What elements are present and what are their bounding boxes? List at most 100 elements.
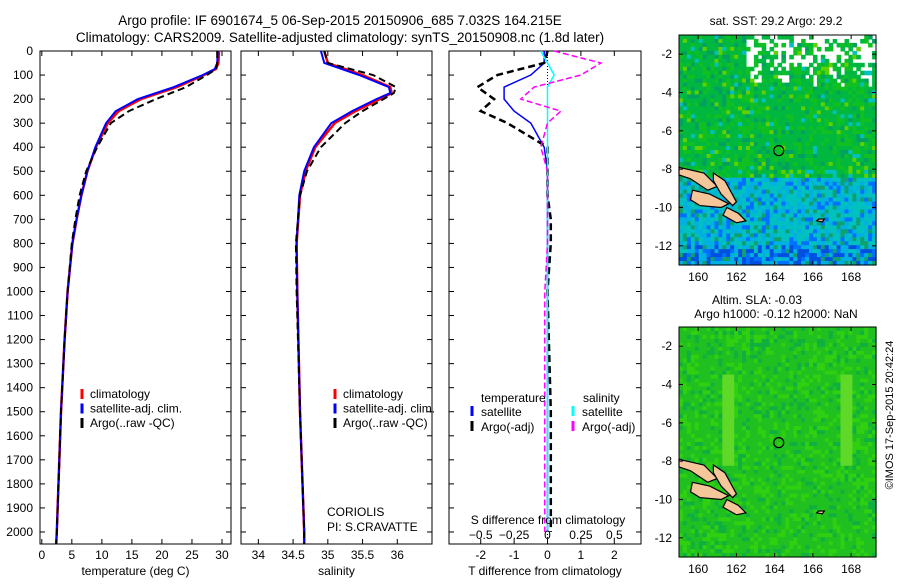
raster-cell: [722, 55, 727, 60]
raster-cell: [778, 355, 783, 360]
raster-cell: [722, 394, 727, 399]
raster-cell: [801, 87, 806, 92]
raster-cell: [813, 438, 818, 443]
raster-cell: [754, 158, 759, 163]
raster-cell: [762, 206, 767, 211]
raster-cell: [868, 355, 873, 360]
raster-cell: [801, 126, 806, 131]
raster-cell: [711, 158, 716, 163]
raster-cell: [699, 331, 704, 336]
raster-cell: [789, 39, 794, 44]
raster-cell: [695, 438, 700, 443]
raster-cell: [774, 75, 779, 80]
raster-cell: [695, 426, 700, 431]
raster-cell: [797, 71, 802, 76]
raster-cell: [825, 154, 830, 159]
raster-cell: [770, 134, 775, 139]
raster-cell: [774, 363, 779, 368]
raster-cell: [852, 478, 857, 483]
raster-cell: [738, 134, 743, 139]
raster-cell: [860, 225, 865, 230]
raster-cell: [679, 446, 684, 451]
raster-cell: [687, 67, 692, 72]
raster-cell: [781, 462, 786, 467]
raster-cell: [683, 363, 688, 368]
raster-cell: [825, 482, 830, 487]
raster-cell: [726, 253, 731, 258]
raster-cell: [695, 102, 700, 107]
raster-cell: [868, 454, 873, 459]
raster-cell: [695, 233, 700, 238]
raster-cell: [758, 383, 763, 388]
raster-cell: [860, 379, 865, 384]
raster-cell: [718, 359, 723, 364]
raster-cell: [813, 331, 818, 336]
raster-cell: [848, 335, 853, 340]
raster-cell: [845, 118, 850, 123]
raster-cell: [699, 363, 704, 368]
raster-cell: [715, 79, 720, 84]
raster-cell: [687, 55, 692, 60]
raster-cell: [742, 466, 747, 471]
raster-cell: [734, 339, 739, 344]
raster-cell: [683, 241, 688, 246]
raster-cell: [821, 442, 826, 447]
raster-cell: [797, 450, 802, 455]
raster-cell: [726, 106, 731, 111]
raster-cell: [715, 375, 720, 380]
raster-cell: [754, 446, 759, 451]
raster-cell: [781, 410, 786, 415]
raster-cell: [738, 245, 743, 250]
raster-cell: [695, 55, 700, 60]
raster-cell: [856, 438, 861, 443]
raster-cell: [687, 450, 692, 455]
raster-cell: [730, 426, 735, 431]
raster-cell: [746, 110, 751, 115]
raster-cell: [848, 225, 853, 230]
raster-cell: [821, 426, 826, 431]
raster-cell: [695, 434, 700, 439]
raster-cell: [785, 418, 790, 423]
raster-cell: [703, 55, 708, 60]
raster-cell: [758, 130, 763, 135]
raster-cell: [864, 95, 869, 100]
series-line-satellite-adj-clim-: [56, 51, 218, 544]
raster-cell: [809, 206, 814, 211]
raster-cell: [695, 225, 700, 230]
raster-cell: [699, 402, 704, 407]
raster-cell: [837, 138, 842, 143]
raster-cell: [797, 182, 802, 187]
raster-cell: [738, 150, 743, 155]
raster-cell: [852, 233, 857, 238]
raster-cell: [833, 39, 838, 44]
raster-cell: [825, 198, 830, 203]
raster-cell: [734, 162, 739, 167]
raster-cell: [825, 339, 830, 344]
raster-cell: [730, 225, 735, 230]
raster-cell: [703, 39, 708, 44]
raster-cell: [754, 398, 759, 403]
raster-cell: [758, 229, 763, 234]
raster-cell: [742, 430, 747, 435]
raster-cell: [742, 110, 747, 115]
raster-cell: [821, 379, 826, 384]
raster-cell: [856, 387, 861, 392]
raster-cell: [707, 106, 712, 111]
raster-cell: [841, 206, 846, 211]
raster-cell: [809, 95, 814, 100]
raster-cell: [848, 87, 853, 92]
raster-cell: [754, 438, 759, 443]
raster-cell: [837, 126, 842, 131]
raster-cell: [726, 438, 731, 443]
raster-cell: [687, 351, 692, 356]
raster-cell: [860, 63, 865, 68]
raster-cell: [722, 359, 727, 364]
raster-cell: [766, 158, 771, 163]
raster-cell: [754, 138, 759, 143]
raster-cell: [781, 202, 786, 207]
raster-cell: [715, 249, 720, 254]
raster-cell: [781, 478, 786, 483]
raster-cell: [718, 398, 723, 403]
raster-cell: [754, 355, 759, 360]
raster-cell: [770, 414, 775, 419]
